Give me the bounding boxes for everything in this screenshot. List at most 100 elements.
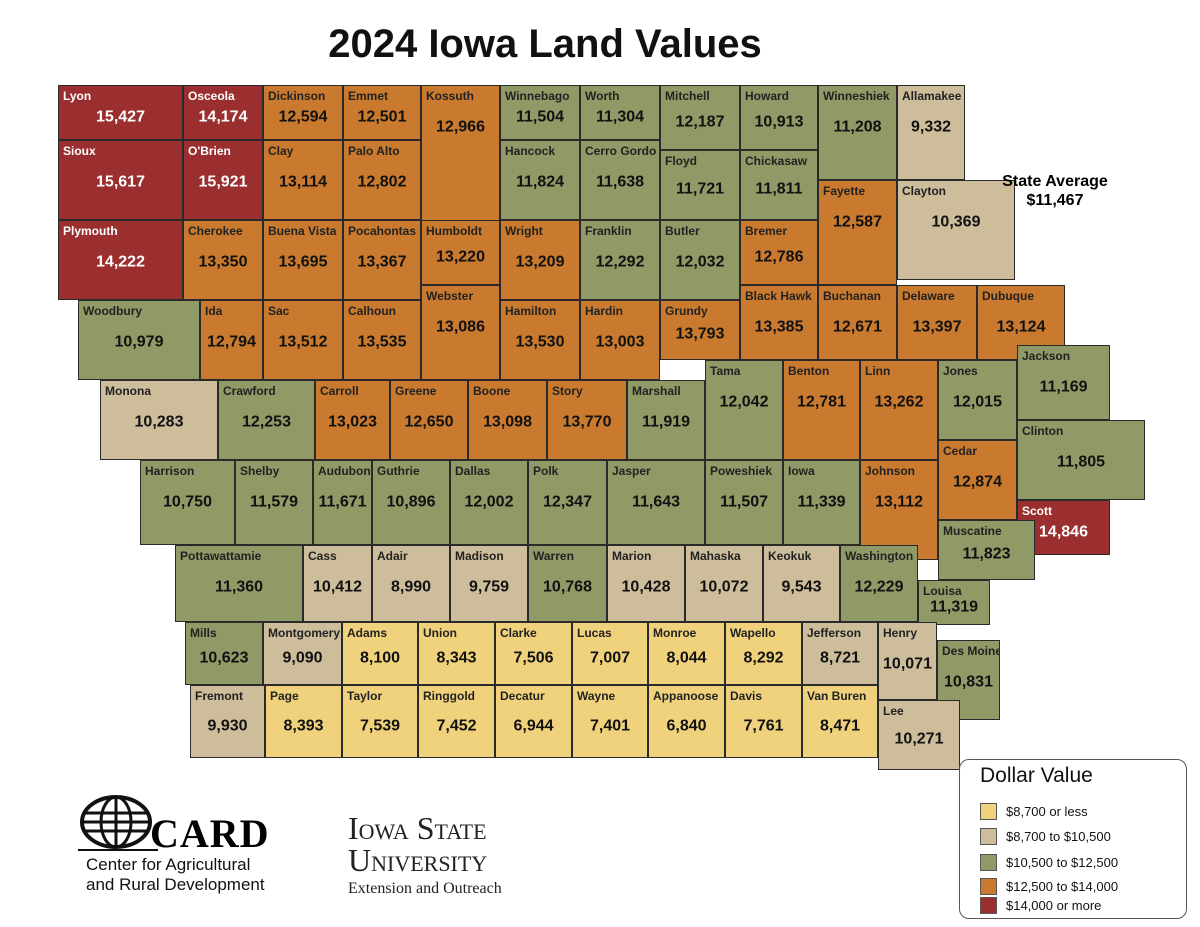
county-name: Madison (455, 549, 504, 563)
county-value: 13,385 (754, 318, 804, 336)
legend-item: $10,500 to $12,500 (980, 854, 1118, 871)
county-name: Marshall (632, 384, 681, 398)
county-name: Poweshiek (710, 464, 773, 478)
county-value: 9,543 (781, 578, 822, 596)
county-buena-vista: Buena Vista 13,695 (263, 220, 343, 300)
county-value: 15,427 (96, 108, 145, 126)
county-adams: Adams 8,100 (342, 622, 418, 685)
county-value: 8,471 (819, 717, 861, 735)
county-name: Warren (533, 549, 574, 563)
county-clayton: Clayton 10,369 (897, 180, 1015, 280)
county-name: Sac (268, 304, 290, 318)
county-decatur: Decatur 6,944 (495, 685, 572, 758)
county-value: 9,930 (207, 717, 248, 735)
legend-title: Dollar Value (980, 764, 1093, 787)
county-name: Marion (612, 549, 652, 563)
county-name: Lyon (63, 89, 92, 103)
county-wayne: Wayne 7,401 (572, 685, 648, 758)
county-name: Winnebago (505, 89, 570, 103)
county-emmet: Emmet 12,501 (343, 85, 421, 140)
county-hardin: Hardin 13,003 (580, 300, 660, 380)
county-name: Jasper (612, 464, 651, 478)
county-value: 11,721 (675, 180, 725, 198)
county-value: 12,015 (953, 393, 1002, 411)
county-name: Scott (1022, 504, 1052, 518)
county-value: 12,671 (833, 318, 882, 336)
county-value: 13,530 (515, 333, 565, 351)
county-value: 10,283 (134, 413, 184, 431)
county-shelby: Shelby 11,579 (235, 460, 313, 545)
county-dickinson: Dickinson 12,594 (263, 85, 343, 140)
county-value: 10,369 (931, 213, 981, 231)
county-mahaska: Mahaska 10,072 (685, 545, 763, 622)
county-floyd: Floyd 11,721 (660, 150, 740, 220)
county-black-hawk: Black Hawk 13,385 (740, 285, 818, 360)
county-name: Davis (730, 689, 763, 703)
legend-swatch (980, 897, 997, 914)
county-name: Dubuque (982, 289, 1034, 303)
county-name: Cedar (943, 444, 978, 458)
county-audubon: Audubon 11,671 (313, 460, 372, 545)
county-name: Buchanan (823, 289, 882, 303)
county-value: 13,003 (595, 333, 645, 351)
county-ida: Ida 12,794 (200, 300, 263, 380)
county-value: 12,292 (595, 253, 645, 271)
county-value: 8,100 (359, 649, 401, 667)
county-lee: Lee 10,271 (878, 700, 960, 770)
county-name: Mills (190, 626, 217, 640)
card-name-line2: and Rural Development (86, 875, 265, 894)
county-name: Sioux (63, 144, 96, 158)
county-value: 12,802 (357, 173, 407, 191)
county-value: 9,759 (468, 578, 510, 596)
county-name: Palo Alto (348, 144, 400, 158)
county-name: Appanoose (653, 689, 719, 703)
county-dallas: Dallas 12,002 (450, 460, 528, 545)
county-name: Pocahontas (348, 224, 417, 238)
county-name: Lee (883, 704, 904, 718)
county-monroe: Monroe 8,044 (648, 622, 725, 685)
county-value: 10,623 (199, 649, 249, 667)
county-name: Butler (665, 224, 700, 238)
county-name: Jackson (1022, 349, 1071, 363)
county-value: 11,643 (631, 493, 681, 511)
county-value: 7,401 (589, 717, 631, 735)
legend: Dollar Value $8,700 or less $8,700 to $1… (959, 759, 1187, 919)
county-value: 12,032 (675, 253, 725, 271)
county-grundy: Grundy 13,793 (660, 300, 740, 360)
county-name: Ringgold (423, 689, 475, 703)
legend-item: $8,700 to $10,500 (980, 828, 1111, 845)
county-clinton: Clinton 11,805 (1017, 420, 1145, 500)
county-worth: Worth 11,304 (580, 85, 660, 140)
county-cass: Cass 10,412 (303, 545, 372, 622)
county-name: Guthrie (377, 464, 420, 478)
county-name: Wayne (577, 689, 616, 703)
county-name: Black Hawk (745, 289, 812, 303)
legend-item: $8,700 or less (980, 803, 1088, 820)
county-value: 13,695 (278, 253, 328, 271)
legend-label: $12,500 to $14,000 (1006, 879, 1119, 894)
county-value: 12,229 (854, 578, 904, 596)
card-name-line1: Center for Agricultural (86, 855, 251, 874)
county-value: 13,770 (562, 413, 612, 431)
card-logo: CARD Center for Agricultural and Rural D… (78, 795, 269, 894)
county-winnebago: Winnebago 11,504 (500, 85, 580, 140)
county-lucas: Lucas 7,007 (572, 622, 648, 685)
county-webster: Webster 13,086 (421, 285, 500, 380)
county-value: 8,044 (666, 649, 707, 667)
county-taylor: Taylor 7,539 (342, 685, 418, 758)
county-jackson: Jackson 11,169 (1017, 345, 1110, 420)
county-value: 12,253 (242, 413, 291, 431)
county-carroll: Carroll 13,023 (315, 380, 390, 460)
county-name: Dickinson (268, 89, 326, 103)
county-value: 13,023 (328, 413, 377, 431)
county-value: 11,579 (249, 493, 299, 511)
county-name: Montgomery (268, 626, 340, 640)
county-name: Audubon (318, 464, 371, 478)
county-louisa: Louisa 11,319 (918, 580, 990, 625)
county-keokuk: Keokuk 9,543 (763, 545, 840, 622)
county-adair: Adair 8,990 (372, 545, 450, 622)
county-name: Greene (395, 384, 437, 398)
legend-swatch (980, 803, 997, 820)
